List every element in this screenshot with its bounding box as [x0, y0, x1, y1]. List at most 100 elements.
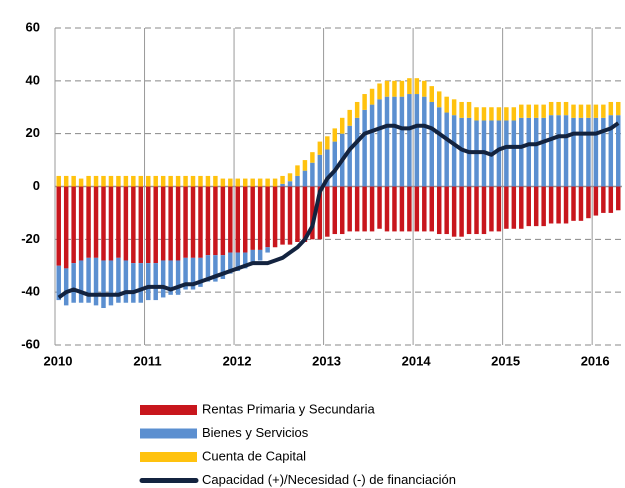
bar	[377, 186, 382, 229]
bar	[593, 104, 599, 118]
bar	[399, 96, 405, 187]
bar	[414, 94, 420, 187]
bar	[392, 80, 397, 97]
bar	[436, 107, 442, 187]
bar	[586, 117, 591, 187]
bar	[287, 181, 293, 187]
bar	[302, 160, 308, 171]
bar	[131, 263, 136, 303]
bar	[302, 186, 308, 242]
bar	[451, 115, 457, 187]
bar	[354, 101, 360, 118]
bar	[608, 186, 614, 213]
bar	[78, 260, 84, 303]
bar	[153, 186, 158, 264]
bar	[474, 107, 479, 121]
bar	[175, 260, 181, 295]
bar	[414, 78, 420, 95]
bar	[63, 175, 69, 187]
legend-label: Bienes y Servicios	[202, 425, 309, 440]
bar	[339, 117, 345, 134]
line	[57, 121, 620, 300]
bar	[556, 101, 561, 116]
bar	[168, 175, 173, 187]
bar	[392, 186, 397, 232]
bar	[436, 91, 442, 108]
bar	[511, 186, 517, 229]
bar	[407, 94, 412, 187]
bar	[339, 186, 345, 235]
bar	[310, 152, 315, 163]
bar	[429, 186, 434, 232]
bar	[93, 186, 99, 258]
bar	[235, 178, 241, 187]
bar	[93, 175, 99, 187]
bar	[56, 265, 61, 301]
bar	[287, 186, 293, 245]
bar	[451, 186, 457, 237]
bar	[504, 186, 509, 229]
bar	[533, 117, 539, 187]
bar	[86, 175, 91, 187]
legend-label: Cuenta de Capital	[202, 448, 306, 463]
bar	[444, 186, 449, 235]
bar	[466, 101, 472, 118]
bar	[459, 117, 464, 187]
bar	[183, 186, 188, 258]
bar	[123, 186, 129, 261]
bar	[243, 178, 248, 187]
bar	[146, 186, 151, 264]
bar	[86, 257, 91, 303]
bar	[220, 186, 226, 256]
bar	[138, 263, 144, 303]
bar	[146, 175, 151, 187]
bar	[146, 263, 151, 301]
bar	[563, 101, 569, 116]
bar	[354, 117, 360, 187]
bar	[384, 80, 390, 97]
y-tick-label: 20	[26, 125, 40, 140]
bar	[265, 178, 270, 187]
bar	[444, 96, 449, 113]
bar	[601, 104, 606, 118]
bar	[213, 255, 218, 282]
bar	[190, 175, 196, 187]
y-tick-label: 40	[26, 72, 40, 87]
bar	[578, 117, 584, 187]
y-tick-label: -60	[21, 336, 40, 351]
bar	[563, 186, 569, 224]
bar	[93, 257, 99, 306]
bar	[63, 268, 69, 306]
bar	[571, 117, 576, 187]
x-tick-label: 2015	[491, 353, 520, 368]
bar	[78, 186, 84, 261]
x-tick-label: 2010	[44, 353, 73, 368]
bar	[548, 101, 554, 116]
bar	[280, 183, 285, 187]
bar	[384, 96, 390, 187]
bar	[153, 175, 158, 187]
bar	[533, 104, 539, 118]
bar	[265, 247, 270, 253]
y-tick-label: 60	[26, 19, 40, 34]
bar	[511, 107, 517, 121]
bar	[101, 260, 106, 309]
bar	[190, 257, 196, 290]
bar	[519, 186, 524, 229]
bar	[332, 186, 338, 235]
bar	[123, 260, 129, 303]
bar	[377, 83, 382, 100]
y-tick-label: -20	[21, 231, 40, 246]
bar	[272, 178, 278, 187]
bar	[369, 186, 375, 232]
bar	[369, 88, 375, 105]
bar	[466, 186, 472, 235]
bar	[198, 186, 203, 258]
y-tick-label: 0	[33, 178, 40, 193]
bar	[220, 178, 226, 187]
bar	[504, 120, 509, 187]
bar	[616, 115, 621, 187]
bar	[422, 80, 427, 97]
bar	[71, 186, 76, 264]
